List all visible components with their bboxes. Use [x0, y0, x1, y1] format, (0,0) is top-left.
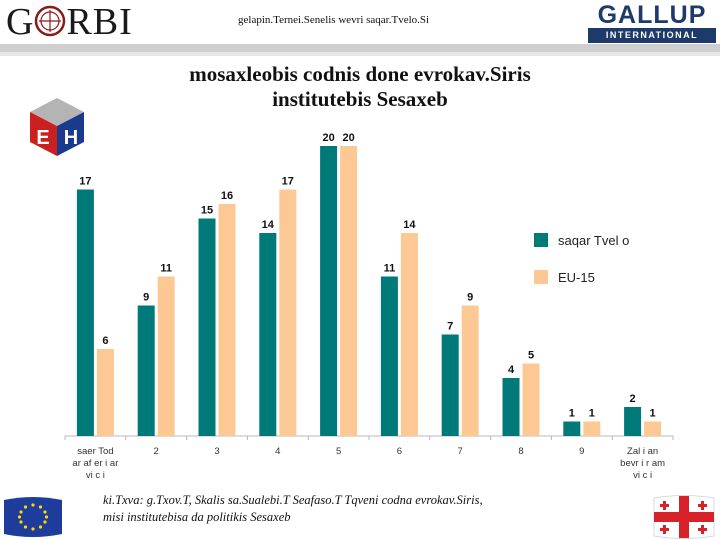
eh-cube-logo: E H: [30, 98, 84, 156]
data-label-series1: 17: [79, 176, 91, 188]
bar-series2: [279, 189, 297, 436]
data-label-series1: 9: [143, 292, 149, 304]
footer-note-line2: misi institutebisa da politikis Sesaxeb: [103, 510, 291, 524]
header-subtitle: gelapin.Ternei.Senelis wevri saqar.Tvelo…: [238, 14, 430, 26]
x-tick-label: 7: [458, 446, 463, 457]
x-tick-label: vi c i: [86, 470, 105, 481]
bar-series2: [96, 349, 114, 436]
legend-label-series1: saqar Tvel o: [558, 233, 629, 248]
data-label-series1: 20: [322, 132, 334, 144]
legend-label-series2: EU-15: [558, 270, 595, 285]
x-tick-label: 2: [154, 446, 159, 457]
header: G RBI gelapin.Ternei.Senelis wevri saqar.…: [0, 0, 720, 44]
x-tick-label: 4: [275, 446, 280, 457]
bar-series1: [502, 378, 520, 436]
header-stripe: [0, 44, 720, 52]
bar-series2: [583, 421, 601, 436]
data-label-series2: 17: [282, 176, 294, 188]
gorbi-globe-icon: [35, 5, 66, 37]
gorbi-logo: G RBI: [6, 2, 133, 42]
data-label-series2: 14: [403, 219, 416, 231]
x-tick-label: 5: [336, 446, 341, 457]
data-label-series2: 1: [650, 408, 656, 420]
svg-text:H: H: [64, 127, 78, 149]
georgia-flag-icon: [653, 495, 715, 539]
bar-series1: [380, 276, 398, 436]
footer-note: ki.Txva: g.Txov.T, Skalis sa.Sualebi.T S…: [103, 492, 623, 526]
chart-title: mosaxleobis codnis done evrokav.Siris in…: [100, 62, 620, 112]
gallup-logo: GALLUP INTERNATIONAL: [588, 1, 716, 43]
gorbi-logo-rest: RBI: [66, 1, 133, 43]
svg-text:E: E: [36, 127, 49, 149]
data-label-series1: 2: [630, 393, 636, 405]
bar-series1: [624, 407, 642, 436]
data-label-series1: 14: [262, 219, 275, 231]
gorbi-logo-g: G: [6, 1, 35, 43]
bar-series1: [198, 218, 216, 436]
data-label-series2: 11: [160, 263, 172, 275]
legend-swatch-series2: [534, 270, 548, 284]
x-tick-label: ar af er i ar: [72, 458, 118, 469]
x-tick-label: 6: [397, 446, 402, 457]
legend-swatch-series1: [534, 233, 548, 247]
bar-series2: [218, 204, 236, 436]
data-label-series2: 6: [102, 335, 108, 347]
footer-note-label: ki.Txva:: [103, 493, 144, 507]
data-label-series2: 20: [342, 132, 354, 144]
footer-note-line1: ki.Txva: g.Txov.T, Skalis sa.Sualebi.T S…: [103, 492, 623, 509]
bar-series2: [461, 305, 479, 436]
bar-series2: [157, 276, 175, 436]
x-tick-label: bevr i r am: [620, 458, 665, 469]
data-label-series1: 1: [569, 408, 575, 420]
x-tick-label: 3: [214, 446, 219, 457]
gallup-sub: INTERNATIONAL: [588, 28, 716, 43]
data-label-series1: 4: [508, 364, 515, 376]
bar-series1: [441, 334, 459, 436]
footer-note-line1-text: g.Txov.T, Skalis sa.Sualebi.T Seafaso.T …: [143, 493, 483, 507]
x-tick-label: 8: [518, 446, 523, 457]
bar-series2: [340, 146, 358, 436]
x-tick-label: vi c i: [633, 470, 652, 481]
data-label-series1: 7: [447, 321, 453, 333]
data-label-series1: 15: [201, 205, 213, 217]
x-tick-label: Zal i an: [627, 446, 658, 457]
chart-title-line1: mosaxleobis codnis done evrokav.Siris: [189, 62, 531, 86]
eu-flag-icon: [4, 497, 62, 537]
bar-series1: [563, 421, 581, 436]
bar-series2: [522, 363, 540, 436]
bar-series2: [644, 421, 662, 436]
data-label-series2: 5: [528, 350, 534, 362]
chart-title-line2: institutebis Sesaxeb: [272, 87, 448, 111]
bar-series1: [76, 189, 94, 436]
x-tick-label: 9: [579, 446, 584, 457]
header-stripe-light: [0, 52, 720, 56]
data-label-series2: 9: [467, 292, 473, 304]
data-label-series1: 11: [384, 263, 396, 275]
gallup-name: GALLUP: [597, 1, 707, 29]
data-label-series2: 1: [589, 408, 595, 420]
bar-series1: [137, 305, 155, 436]
footer: ki.Txva: g.Txov.T, Skalis sa.Sualebi.T S…: [0, 488, 720, 540]
bar-series1: [259, 233, 277, 436]
x-tick-label: saer Tod: [77, 446, 113, 457]
data-label-series2: 16: [221, 190, 233, 202]
bar-series2: [400, 233, 418, 436]
bar-series1: [320, 146, 338, 436]
